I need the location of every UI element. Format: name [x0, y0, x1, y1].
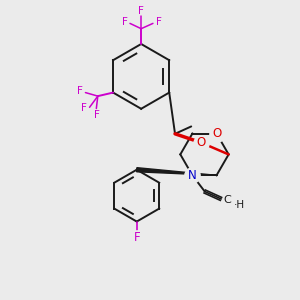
Text: O: O: [196, 136, 206, 149]
Text: O: O: [212, 127, 221, 140]
Text: F: F: [134, 231, 140, 244]
Text: F: F: [122, 17, 128, 27]
Text: F: F: [81, 103, 87, 113]
Text: F: F: [76, 86, 82, 96]
Polygon shape: [136, 168, 217, 175]
Text: N: N: [188, 169, 197, 182]
Text: C: C: [223, 195, 231, 205]
Text: ·H: ·H: [234, 200, 245, 210]
Text: F: F: [138, 6, 144, 16]
Text: F: F: [156, 17, 162, 27]
Text: F: F: [94, 110, 100, 120]
